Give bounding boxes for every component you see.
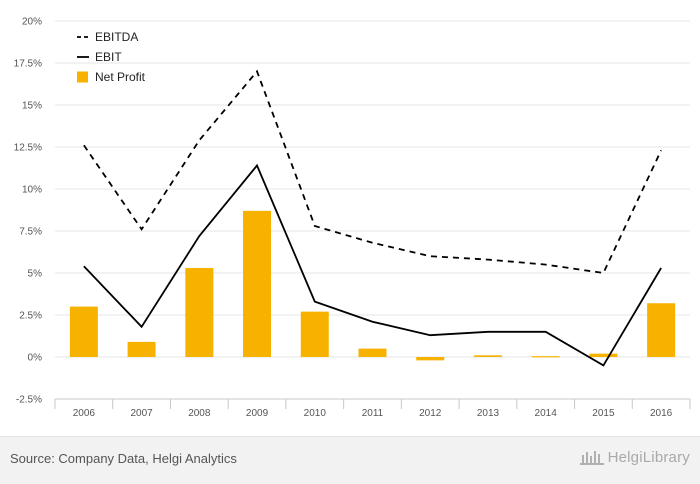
legend-label-ebit: EBIT (95, 50, 122, 64)
net-profit-bars (69, 210, 676, 361)
x-tick-label: 2015 (592, 408, 615, 419)
net-profit-bar (243, 210, 272, 357)
source-note: Source: Company Data, Helgi Analytics (10, 451, 237, 466)
net-profit-bar (473, 355, 502, 357)
x-tick-label: 2006 (73, 408, 96, 419)
x-tick-label: 2008 (188, 408, 211, 419)
y-tick-label: -2.5% (16, 395, 42, 406)
y-axis: -2.5% 0% 2.5% 5% 7.5% 10% 12.5% 15% 17.5% 20% (14, 17, 42, 406)
legend-label-net-profit: Net Profit (95, 70, 146, 84)
net-profit-bar (358, 348, 387, 357)
series-lines (83, 69, 662, 367)
x-tick-label: 2009 (246, 408, 269, 419)
library-building-icon (579, 451, 604, 465)
y-tick-label: 20% (22, 17, 42, 28)
y-tick-label: 17.5% (14, 59, 42, 70)
y-tick-label: 7.5% (19, 227, 42, 238)
grid-lines (55, 20, 690, 400)
legend-label-ebitda: EBITDA (95, 30, 138, 44)
x-tick-label: 2007 (130, 408, 153, 419)
x-tick-label: 2016 (650, 408, 673, 419)
net-profit-bar (416, 357, 445, 361)
x-tick-label: 2011 (362, 408, 384, 419)
legend-swatch-net-profit (77, 71, 88, 83)
net-profit-bar (127, 341, 156, 357)
y-tick-label: 15% (22, 101, 42, 112)
x-tick-label: 2012 (419, 408, 442, 419)
helgi-library-logo: HelgiLibrary (579, 448, 690, 466)
net-profit-bar (647, 303, 676, 357)
x-tick-label: 2010 (304, 408, 327, 419)
net-profit-bar (531, 356, 560, 358)
y-tick-label: 12.5% (14, 143, 42, 154)
x-tick-label: 2014 (535, 408, 558, 419)
net-profit-bar (185, 267, 214, 357)
y-tick-label: 5% (28, 269, 43, 280)
net-profit-bar (300, 311, 329, 357)
y-tick-label: 2.5% (19, 311, 42, 322)
footer: Source: Company Data, Helgi Analytics He… (0, 436, 700, 484)
chart: -2.5% 0% 2.5% 5% 7.5% 10% 12.5% 15% 17.5% 20% 200… (14, 17, 691, 419)
net-profit-bar (589, 353, 618, 357)
x-axis: 2006 2007 2008 2009 2010 2011 2012 2013 2014 2015… (54, 398, 691, 419)
net-profit-bar (69, 306, 98, 357)
y-tick-label: 0% (28, 353, 43, 364)
logo-text: HelgiLibrary (607, 448, 690, 466)
x-tick-label: 2013 (477, 408, 500, 419)
y-tick-label: 10% (22, 185, 42, 196)
ebitda-line (83, 69, 662, 274)
legend: EBITDA EBIT Net Profit (77, 30, 146, 84)
ebit-line (83, 163, 662, 367)
